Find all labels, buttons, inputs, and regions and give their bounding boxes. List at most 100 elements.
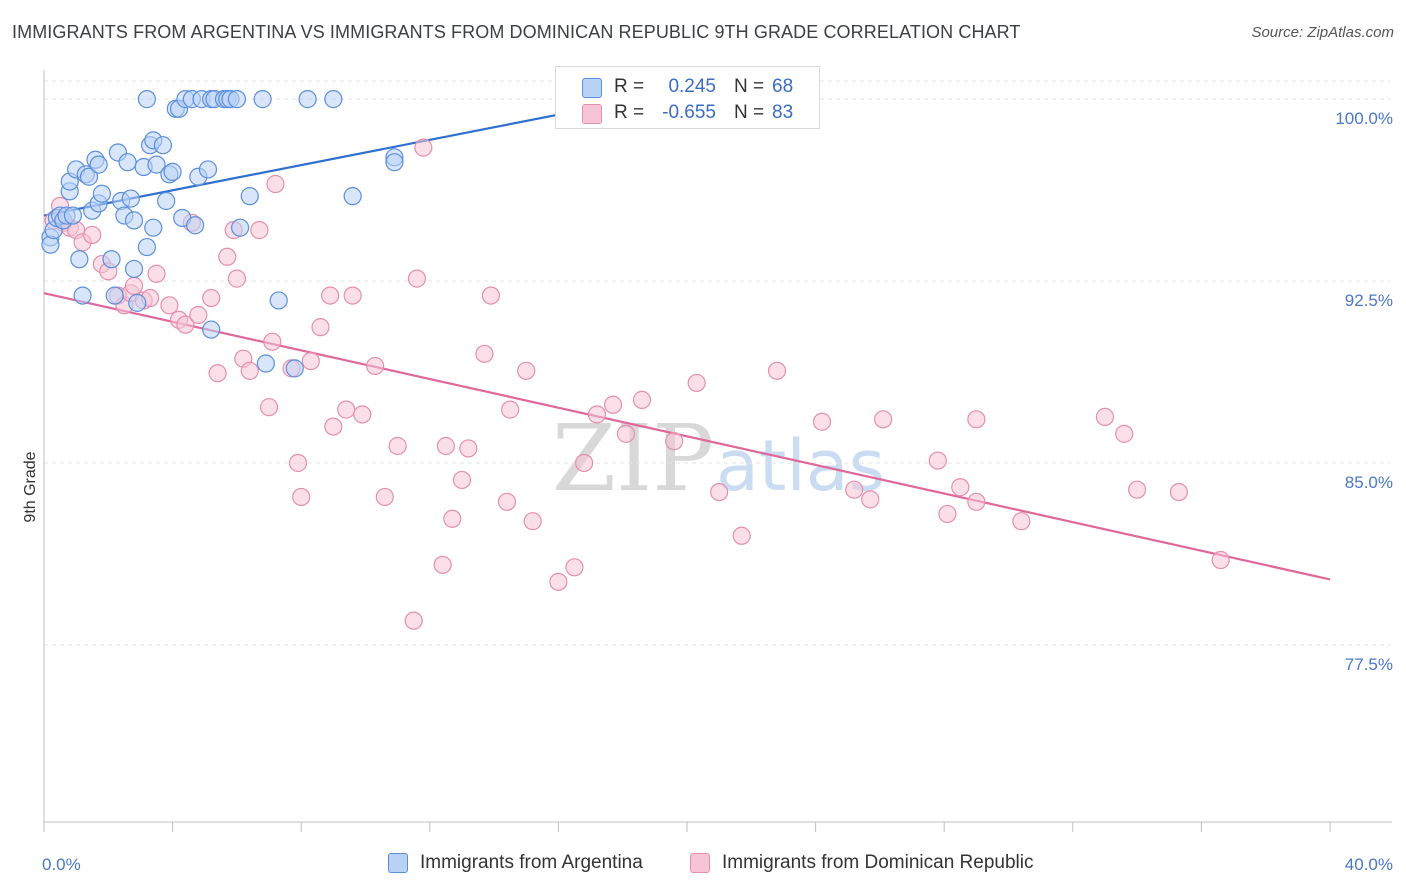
dominican-point — [575, 453, 594, 473]
argentina-point — [137, 90, 156, 109]
dominican-point — [710, 482, 729, 502]
dominican-point — [517, 361, 536, 380]
dominican-point — [587, 405, 607, 424]
dominican-point — [436, 436, 455, 456]
dominican-point — [124, 276, 144, 295]
swatch-dominican — [582, 104, 602, 124]
argentina-point — [202, 320, 221, 339]
y-tick-label: 77.5% — [1345, 655, 1393, 674]
dominican-point — [250, 221, 269, 240]
r-label: R = — [614, 76, 645, 97]
dominican-point — [259, 398, 279, 417]
argentina-point — [240, 187, 259, 206]
argentina-point — [253, 90, 272, 109]
dominican-point — [147, 264, 166, 283]
argentina-point — [269, 291, 288, 310]
dominican-point — [475, 344, 494, 363]
dominican-point — [665, 432, 684, 451]
dominican-point — [951, 478, 970, 497]
argentina-point — [137, 237, 156, 257]
dominican-point — [501, 400, 520, 419]
dominican-point — [288, 453, 308, 473]
dominican-point — [874, 410, 893, 429]
stats-legend: R = 0.245 N = 68 R = -0.655 N = 83 — [555, 66, 820, 129]
argentina-point — [298, 90, 317, 109]
dominican-point — [266, 174, 285, 194]
n-label: N = — [734, 102, 765, 123]
argentina-point — [163, 162, 182, 181]
argentina-point — [324, 90, 343, 109]
argentina-point — [153, 136, 173, 155]
argentina-point — [121, 189, 140, 208]
dominican-point — [321, 286, 340, 305]
argentina-point — [79, 167, 99, 186]
x-tick-label-max: 40.0% — [1345, 855, 1393, 874]
dominican-point — [176, 315, 195, 334]
argentina-point — [385, 153, 404, 172]
argentina-point — [256, 354, 275, 373]
legend-label-argentina: Immigrants from Argentina — [420, 852, 643, 873]
dominican-point — [497, 492, 517, 511]
dominican-point — [616, 424, 636, 443]
dominican-point — [1115, 424, 1134, 443]
dominican-point — [1012, 512, 1031, 531]
dominican-point — [861, 490, 880, 509]
argentina-point — [186, 216, 205, 235]
dominican-point — [202, 288, 221, 308]
dominican-point — [1095, 407, 1115, 426]
dominican-point — [732, 526, 751, 545]
dominican-point — [938, 504, 957, 524]
argentina-point — [105, 286, 124, 305]
argentina-point — [70, 250, 89, 269]
dominican-point — [353, 405, 372, 424]
trend-line-dominican — [43, 292, 1331, 581]
argentina-point — [285, 359, 304, 378]
legend-swatch-argentina — [388, 853, 408, 873]
dominican-point — [324, 417, 343, 436]
dominican-point — [83, 225, 102, 245]
argentina-point — [102, 250, 121, 269]
argentina-point — [73, 286, 92, 305]
n-label: N = — [734, 76, 765, 97]
y-axis-label: 9th Grade — [22, 451, 39, 522]
argentina-point — [124, 259, 144, 279]
y-tick-label: 100.0% — [1335, 109, 1393, 128]
series-dominican-points — [44, 138, 1230, 630]
dominican-point — [443, 509, 462, 528]
dominican-point — [263, 332, 282, 351]
dominican-point — [812, 412, 832, 431]
argentina-point — [128, 293, 147, 312]
dominican-point — [967, 410, 986, 429]
argentina-point — [227, 90, 246, 109]
argentina-point — [231, 218, 250, 237]
dominican-point — [227, 269, 246, 288]
source-label: Source: ZipAtlas.com — [1251, 24, 1394, 41]
tick-labels: 100.0% 92.5% 85.0% 77.5% 0.0% 40.0% — [42, 109, 1393, 874]
dominican-point — [208, 364, 227, 383]
dominican-point — [189, 305, 208, 325]
argentina-point — [198, 160, 218, 179]
argentina-point — [144, 218, 163, 237]
r-value: 0.245 — [668, 76, 716, 97]
series-argentina-points — [41, 90, 404, 378]
argentina-point — [147, 155, 166, 174]
dominican-point — [687, 373, 706, 393]
y-tick-label: 92.5% — [1345, 291, 1393, 310]
r-label: R = — [614, 102, 645, 123]
legend-swatch-dominican — [690, 853, 710, 873]
argentina-point — [118, 153, 137, 172]
dominican-point — [301, 351, 320, 371]
argentina-point — [124, 211, 144, 230]
x-tick-label-min: 0.0% — [42, 855, 81, 874]
dominican-point — [388, 436, 407, 456]
chart-title: IMMIGRANTS FROM ARGENTINA VS IMMIGRANTS … — [12, 22, 1021, 42]
n-value: 83 — [772, 102, 794, 123]
dominican-point — [414, 138, 433, 157]
argentina-point — [343, 187, 362, 206]
dominican-point — [928, 451, 947, 470]
dominican-point — [459, 439, 478, 458]
dominican-point — [452, 470, 472, 490]
axes — [43, 70, 1392, 832]
argentina-point — [89, 155, 108, 174]
dominican-point — [311, 318, 330, 337]
